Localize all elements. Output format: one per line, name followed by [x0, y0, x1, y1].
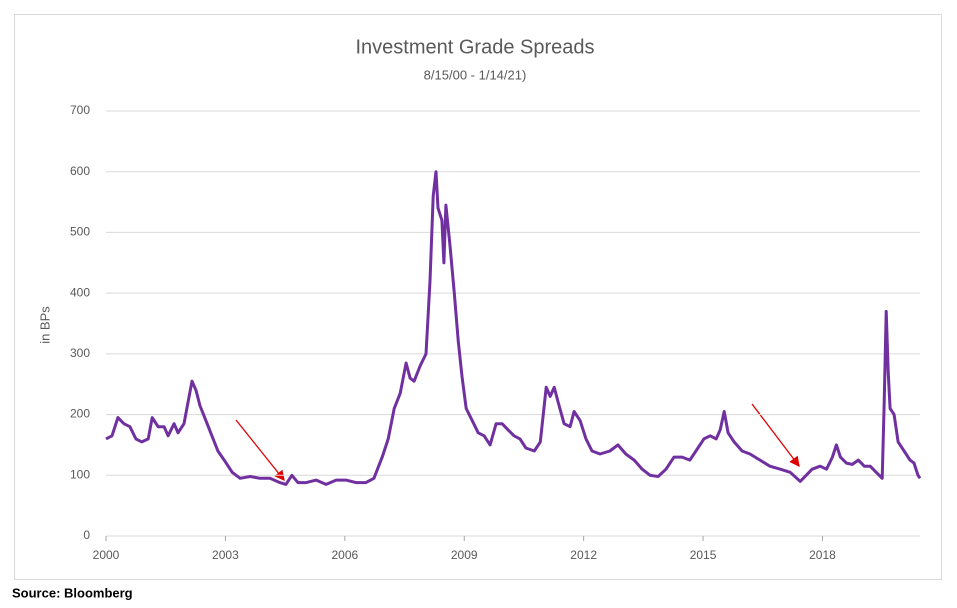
- y-tick-label: 600: [70, 164, 90, 178]
- x-tick-label: 2006: [331, 548, 358, 562]
- x-tick-label: 2003: [212, 548, 239, 562]
- chart-subtitle: 8/15/00 - 1/14/21): [424, 67, 527, 82]
- chart-border: [14, 14, 942, 580]
- x-tick-label: 2000: [93, 548, 120, 562]
- x-tick-label: 2015: [690, 548, 717, 562]
- y-tick-label: 300: [70, 346, 90, 360]
- y-tick-label: 200: [70, 407, 90, 421]
- data-line: [105, 170, 922, 486]
- chart-title: Investment Grade Spreads: [355, 36, 594, 58]
- arrow: [235, 419, 285, 482]
- y-tick-label: 400: [70, 285, 90, 299]
- y-tick-label: 100: [70, 467, 90, 481]
- x-tick-label: 2009: [451, 548, 478, 562]
- y-tick-label: 700: [70, 103, 90, 117]
- y-tick-label: 500: [70, 225, 90, 239]
- y-axis-label: in BPs: [37, 306, 52, 344]
- source-note: Source: Bloomberg: [12, 585, 133, 600]
- y-tick-label: 0: [83, 528, 90, 542]
- x-tick-label: 2012: [570, 548, 597, 562]
- x-tick-label: 2018: [809, 548, 836, 562]
